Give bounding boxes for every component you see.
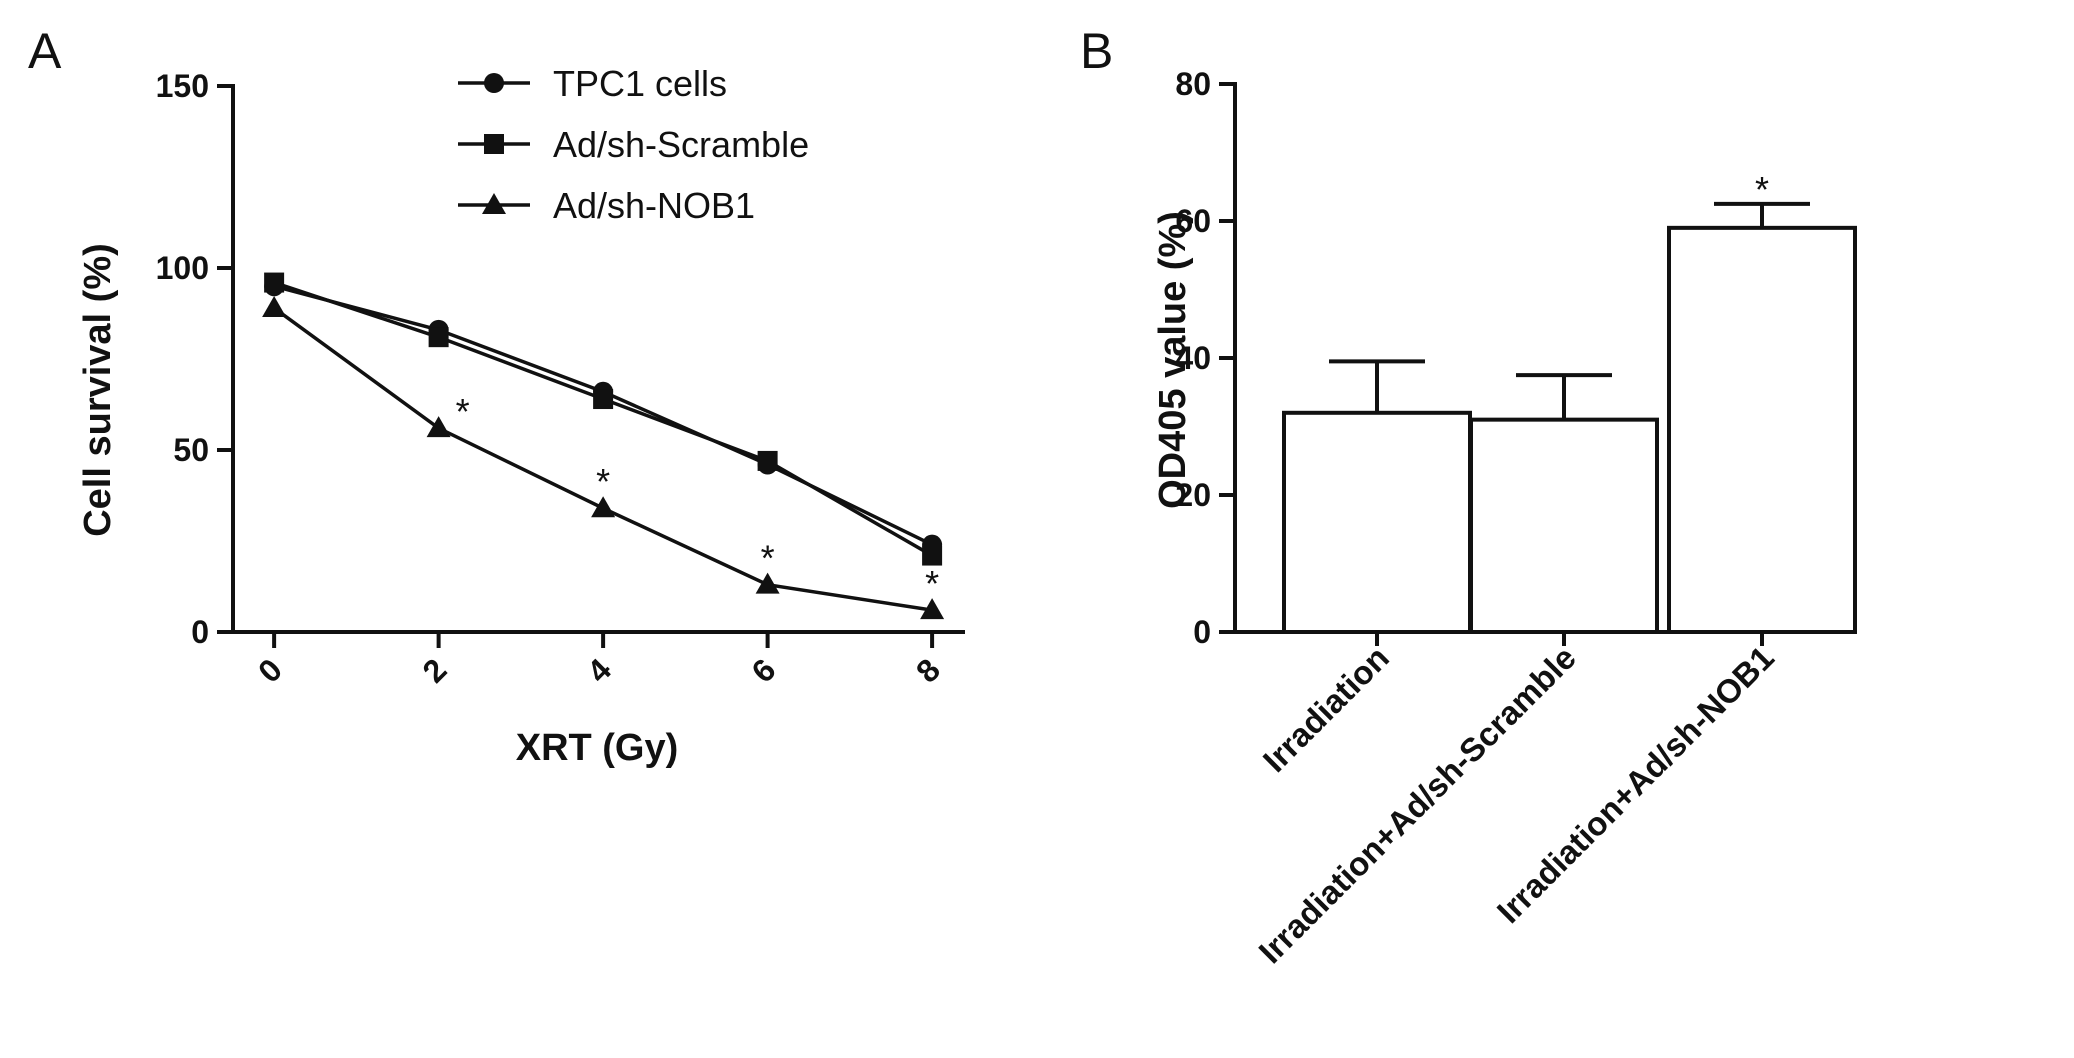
legend-label: TPC1 cells: [553, 63, 727, 104]
series-line-triangle: [273, 306, 933, 612]
data-point-square: [264, 272, 285, 293]
y-tick-label: 40: [1175, 340, 1211, 376]
data-point-triangle: [920, 598, 945, 620]
panel-b-y-title: OD405 value (%): [1152, 211, 1194, 509]
panel-b-category-labels: IrradiationIrradiation+Ad/sh-ScrambleIrr…: [1251, 639, 1781, 971]
y-tick-label: 60: [1175, 203, 1211, 239]
x-tick-label: 4: [580, 651, 618, 689]
panel-a-legend: TPC1 cells Ad/sh-Scramble Ad/sh-NOB1: [458, 63, 809, 226]
panel-a-x-title: XRT (Gy): [516, 727, 679, 769]
y-tick-label: 150: [156, 68, 209, 104]
panel-a-y-axis: 0 50 100 150: [156, 68, 235, 650]
significance-marker: *: [761, 538, 775, 579]
y-tick-label: 0: [191, 614, 209, 650]
panel-letter-a: A: [28, 23, 62, 79]
y-tick-label: 20: [1175, 477, 1211, 513]
significance-marker: *: [456, 391, 470, 432]
legend-marker-square: [484, 134, 504, 154]
data-point-square: [757, 450, 778, 471]
bar: [1469, 417, 1659, 634]
legend-marker-triangle: [482, 193, 506, 214]
y-tick-label: 50: [173, 432, 209, 468]
panel-b: B 0 20 40 60 80 * IrradiationIrradiation+Ad/…: [1080, 23, 1857, 971]
significance-marker: *: [596, 461, 610, 502]
y-tick-label: 80: [1175, 66, 1211, 102]
category-label: Irradiation: [1256, 639, 1396, 779]
significance-marker: *: [1755, 169, 1769, 210]
panel-a-series-lines: [273, 280, 933, 612]
legend-label: Ad/sh-Scramble: [553, 124, 809, 165]
data-point-triangle: [262, 296, 287, 318]
panel-a-significance: * * * *: [456, 391, 939, 604]
panel-letter-b: B: [1080, 23, 1113, 79]
x-tick-label: 8: [909, 651, 947, 689]
data-point-square: [593, 389, 614, 410]
data-point-triangle: [426, 416, 451, 438]
legend-label: Ad/sh-NOB1: [553, 185, 755, 226]
data-point-square: [428, 327, 449, 348]
bar: [1282, 410, 1472, 634]
data-point-square: [922, 545, 943, 566]
bar: [1667, 225, 1857, 634]
panel-a: A 0 50 100 150 0 2 4 6 8 * * * * TPC1 cells Ad/sh-S…: [28, 23, 965, 769]
panel-a-y-title: Cell survival (%): [77, 243, 119, 537]
x-tick-label: 2: [416, 651, 454, 689]
panel-b-bars: *: [1282, 169, 1857, 646]
y-tick-label: 100: [156, 250, 209, 286]
data-point-triangle: [591, 496, 616, 518]
significance-marker: *: [925, 563, 939, 604]
y-tick-label: 0: [1193, 614, 1211, 650]
panel-a-x-axis: 0 2 4 6 8: [233, 630, 965, 690]
x-tick-label: 6: [745, 651, 783, 689]
x-tick-label: 0: [251, 651, 289, 689]
panel-a-markers: [262, 272, 945, 620]
category-label: Irradiation+Ad/sh-Scramble: [1251, 639, 1583, 971]
legend-marker-circle: [484, 73, 504, 93]
data-point-triangle: [755, 572, 780, 594]
